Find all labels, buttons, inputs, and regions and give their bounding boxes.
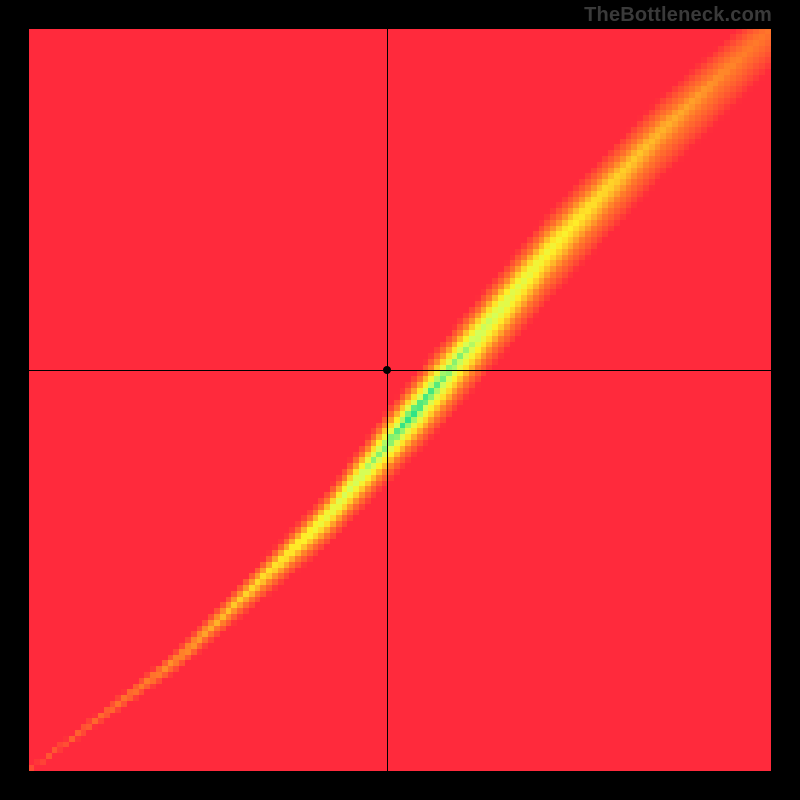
marker-dot bbox=[383, 366, 391, 374]
chart-container: TheBottleneck.com bbox=[0, 0, 800, 800]
heatmap-canvas bbox=[29, 29, 771, 771]
crosshair-vertical bbox=[387, 29, 388, 771]
attribution-label: TheBottleneck.com bbox=[584, 4, 772, 27]
plot-area bbox=[29, 29, 771, 771]
crosshair-horizontal bbox=[29, 370, 771, 371]
